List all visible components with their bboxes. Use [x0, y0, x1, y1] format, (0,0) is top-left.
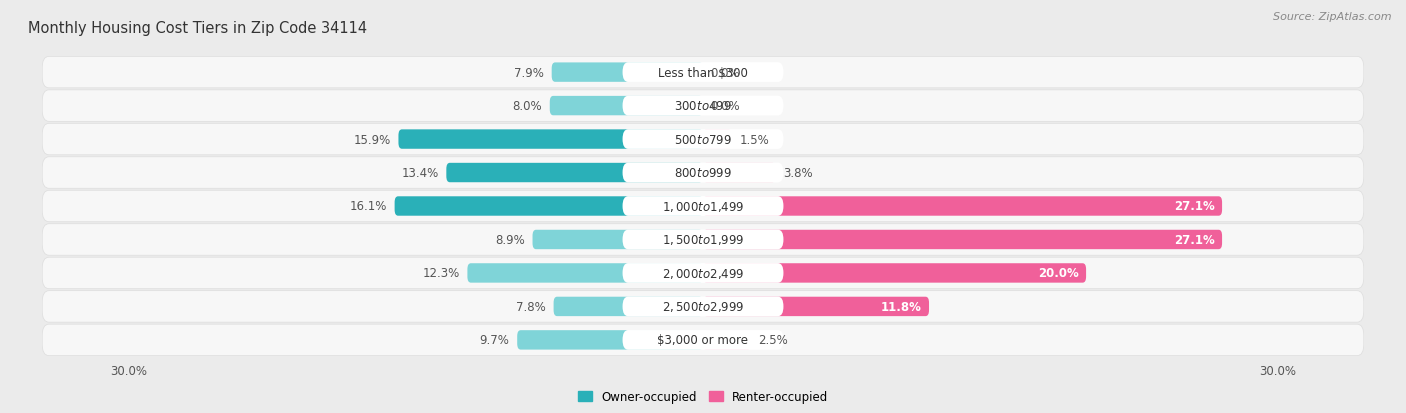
Text: $800 to $999: $800 to $999: [673, 166, 733, 180]
FancyBboxPatch shape: [623, 263, 783, 283]
FancyBboxPatch shape: [42, 191, 1364, 222]
FancyBboxPatch shape: [42, 291, 1364, 323]
FancyBboxPatch shape: [703, 330, 751, 350]
FancyBboxPatch shape: [446, 164, 703, 183]
FancyBboxPatch shape: [623, 330, 783, 350]
FancyBboxPatch shape: [623, 297, 783, 316]
FancyBboxPatch shape: [623, 97, 783, 116]
Text: 27.1%: 27.1%: [1174, 200, 1215, 213]
Text: 15.9%: 15.9%: [353, 133, 391, 146]
Text: 2.5%: 2.5%: [759, 334, 789, 347]
Text: $300 to $499: $300 to $499: [673, 100, 733, 113]
FancyBboxPatch shape: [623, 130, 783, 150]
Text: 0.0%: 0.0%: [710, 100, 741, 113]
Text: 12.3%: 12.3%: [422, 267, 460, 280]
FancyBboxPatch shape: [623, 63, 783, 83]
Text: 16.1%: 16.1%: [350, 200, 387, 213]
Text: 20.0%: 20.0%: [1038, 267, 1078, 280]
FancyBboxPatch shape: [554, 297, 703, 316]
FancyBboxPatch shape: [42, 224, 1364, 256]
FancyBboxPatch shape: [517, 330, 703, 350]
Text: 0.0%: 0.0%: [710, 66, 741, 79]
FancyBboxPatch shape: [623, 230, 783, 250]
FancyBboxPatch shape: [703, 164, 776, 183]
Text: 9.7%: 9.7%: [479, 334, 509, 347]
Text: 13.4%: 13.4%: [402, 166, 439, 180]
Text: 30.0%: 30.0%: [110, 364, 146, 377]
Text: 8.9%: 8.9%: [495, 233, 524, 247]
FancyBboxPatch shape: [703, 230, 1222, 249]
FancyBboxPatch shape: [703, 297, 929, 316]
FancyBboxPatch shape: [467, 263, 703, 283]
Text: $1,000 to $1,499: $1,000 to $1,499: [662, 199, 744, 214]
Text: 1.5%: 1.5%: [740, 133, 769, 146]
Text: Less than $300: Less than $300: [658, 66, 748, 79]
Text: $2,500 to $2,999: $2,500 to $2,999: [662, 300, 744, 313]
Text: 7.8%: 7.8%: [516, 300, 546, 313]
Text: Monthly Housing Cost Tiers in Zip Code 34114: Monthly Housing Cost Tiers in Zip Code 3…: [28, 21, 367, 36]
FancyBboxPatch shape: [533, 230, 703, 249]
FancyBboxPatch shape: [398, 130, 703, 150]
Text: 7.9%: 7.9%: [515, 66, 544, 79]
FancyBboxPatch shape: [42, 124, 1364, 155]
FancyBboxPatch shape: [42, 157, 1364, 189]
Text: $2,000 to $2,499: $2,000 to $2,499: [662, 266, 744, 280]
Text: $500 to $799: $500 to $799: [673, 133, 733, 146]
Text: 3.8%: 3.8%: [783, 166, 813, 180]
FancyBboxPatch shape: [703, 197, 1222, 216]
FancyBboxPatch shape: [703, 263, 1085, 283]
Text: $3,000 or more: $3,000 or more: [658, 334, 748, 347]
FancyBboxPatch shape: [42, 57, 1364, 89]
FancyBboxPatch shape: [623, 163, 783, 183]
FancyBboxPatch shape: [623, 197, 783, 216]
Text: 27.1%: 27.1%: [1174, 233, 1215, 247]
FancyBboxPatch shape: [42, 90, 1364, 122]
Text: 11.8%: 11.8%: [880, 300, 921, 313]
Text: 8.0%: 8.0%: [512, 100, 543, 113]
FancyBboxPatch shape: [551, 63, 703, 83]
Text: Source: ZipAtlas.com: Source: ZipAtlas.com: [1274, 12, 1392, 22]
FancyBboxPatch shape: [42, 258, 1364, 289]
Text: $1,500 to $1,999: $1,500 to $1,999: [662, 233, 744, 247]
FancyBboxPatch shape: [703, 130, 731, 150]
FancyBboxPatch shape: [42, 324, 1364, 356]
Text: 30.0%: 30.0%: [1260, 364, 1296, 377]
FancyBboxPatch shape: [550, 97, 703, 116]
FancyBboxPatch shape: [395, 197, 703, 216]
Legend: Owner-occupied, Renter-occupied: Owner-occupied, Renter-occupied: [572, 385, 834, 408]
